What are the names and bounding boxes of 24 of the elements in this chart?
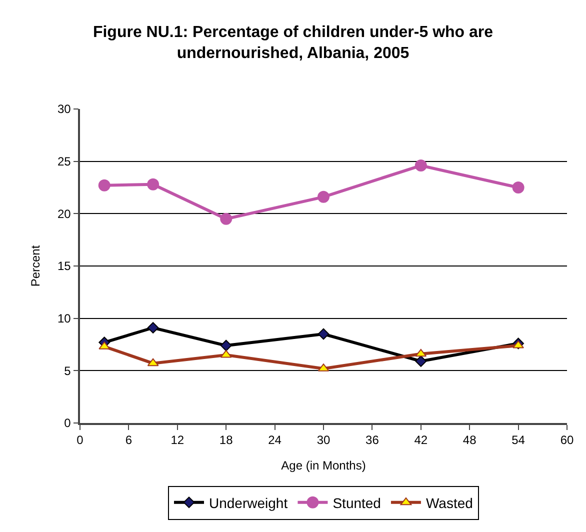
legend-label: Wasted (426, 494, 473, 511)
x-tick-label: 6 (125, 433, 132, 448)
legend-label: Stunted (332, 494, 381, 511)
x-tick-label: 42 (414, 433, 428, 448)
x-tick-label: 24 (268, 433, 282, 448)
x-tick-label: 30 (316, 433, 330, 448)
y-tick-label: 10 (57, 312, 72, 326)
x-axis-title: Age (in Months) (281, 458, 366, 473)
x-tick-label: 12 (170, 433, 184, 448)
x-tick-label: 54 (512, 433, 526, 448)
y-tick-label: 20 (57, 206, 72, 221)
y-tick-label: 5 (64, 364, 72, 378)
x-tick-label: 18 (219, 433, 234, 448)
y-tick-label: 25 (57, 154, 72, 169)
x-tick-label: 60 (560, 433, 574, 448)
legend-label: Underweight (209, 494, 288, 511)
chart-title: Figure NU.1: Percentage of children under-5 who are undernourished, Albania, 2005 (92, 24, 494, 62)
y-axis-title: Percent (28, 244, 42, 287)
y-tick-label: 0 (64, 416, 72, 430)
x-tick-label: 0 (76, 433, 84, 448)
y-tick-label: 15 (57, 259, 72, 274)
x-tick-label: 48 (462, 433, 477, 448)
x-tick-label: 36 (366, 433, 380, 448)
y-tick-label: 30 (57, 102, 72, 116)
